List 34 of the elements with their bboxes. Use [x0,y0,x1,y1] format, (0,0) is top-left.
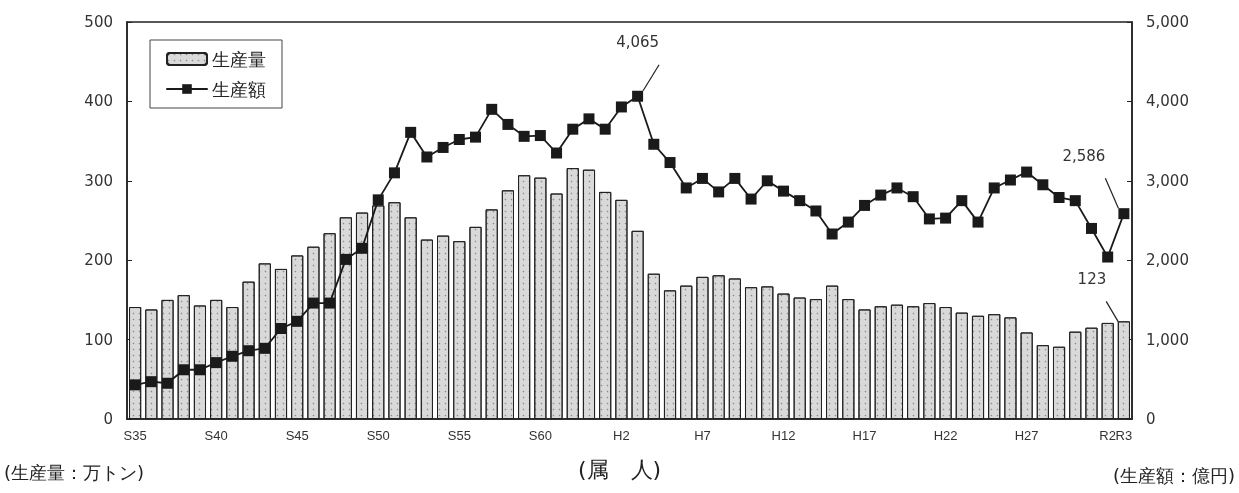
y2-tick-label: 1,000 [1146,330,1189,349]
x-tick-label: H7 [694,428,711,443]
legend-label: 生産額 [212,78,266,100]
x-tick-label: H12 [771,428,796,443]
data-label: 123 [1077,269,1107,288]
y2-tick-label: 5,000 [1146,13,1189,31]
y-tick-label: 200 [84,251,113,270]
x-tick-label: S40 [204,428,228,443]
x-tick-label: S50 [366,428,390,443]
y-tick-label: 500 [84,13,113,31]
legend-label: 生産量 [212,48,266,70]
x-tick-label: H27 [1014,428,1039,443]
x-axis-title: (属 人) [577,456,662,482]
x-tick-label: S45 [285,428,309,443]
y2-tick-label: 0 [1146,410,1156,428]
x-tick-label: S55 [447,428,471,443]
y2-tick-label: 3,000 [1146,171,1189,190]
x-tick-label: H17 [852,428,877,443]
y-tick-label: 400 [84,92,113,111]
x-tick-label: R3 [1115,428,1133,443]
x-tick-label: H2 [613,428,630,443]
y-tick-label: 0 [103,410,113,428]
data-label: 4,065 [616,33,660,52]
x-tick-label: H22 [933,428,958,443]
x-tick-label: S60 [528,428,552,443]
x-tick-label: S35 [123,428,147,443]
y2-axis-title: (生産額：億円) [1112,464,1235,486]
y-tick-label: 300 [84,171,113,190]
y2-tick-label: 2,000 [1146,251,1189,270]
y-tick-label: 100 [84,330,113,349]
x-tick-label: R2 [1099,428,1116,443]
y-axis-title: (生産量：万トン) [4,461,145,483]
y2-tick-label: 4,000 [1146,92,1189,111]
data-label: 2,586 [1062,146,1106,165]
